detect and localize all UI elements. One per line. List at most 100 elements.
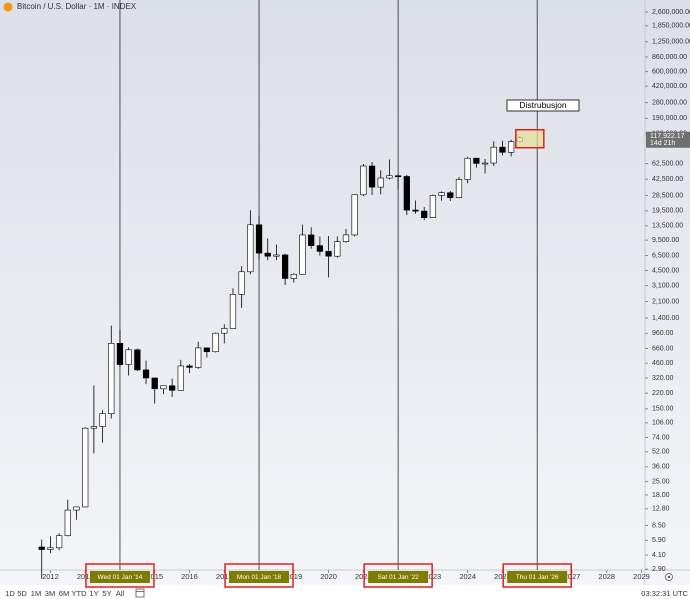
- range-button[interactable]: 1M: [31, 589, 41, 598]
- candle-body: [429, 195, 437, 218]
- x-tick-label: 2012: [42, 572, 59, 581]
- candle-body: [481, 162, 489, 165]
- candle-body: [325, 251, 332, 257]
- candle-body: [334, 241, 341, 257]
- candle-body: [47, 547, 54, 550]
- x-tick-label: 2021: [355, 572, 372, 581]
- y-tick-label: 4,500.00: [652, 267, 679, 274]
- y-tick-label: 74.00: [652, 434, 670, 441]
- range-button[interactable]: YTD: [72, 589, 88, 598]
- range-button[interactable]: 5D: [17, 589, 27, 598]
- candle-body: [395, 175, 402, 178]
- y-tick-label: 320.00: [652, 375, 674, 382]
- x-tick-label: 2020: [320, 572, 337, 581]
- candle-body: [177, 365, 184, 391]
- candle-body: [38, 546, 45, 550]
- y-tick-label: 3,100.00: [652, 282, 679, 289]
- candle-body: [351, 194, 358, 236]
- candle-body: [299, 234, 306, 275]
- y-tick-label: 1,400.00: [652, 315, 679, 322]
- last-price-label: 117,922.17: [650, 133, 685, 140]
- x-tick-label: 2028: [598, 572, 615, 581]
- range-button[interactable]: 1D: [5, 589, 15, 598]
- range-button[interactable]: All: [116, 589, 125, 598]
- x-tick-label: 2024: [459, 572, 476, 581]
- candle-body: [508, 141, 515, 153]
- candle-body: [203, 347, 211, 353]
- candle-body: [447, 192, 454, 198]
- candle-body: [290, 273, 297, 279]
- candle-body: [212, 332, 219, 353]
- range-button[interactable]: 1Y: [89, 589, 98, 598]
- y-tick-label: 8.50: [652, 522, 666, 529]
- y-tick-label: 52.00: [652, 449, 670, 456]
- candle-body: [308, 234, 315, 246]
- y-tick-label: 600,000.00: [652, 68, 687, 75]
- y-tick-label: 42,500.00: [652, 176, 683, 183]
- candle-body: [247, 224, 254, 273]
- candle-body: [386, 175, 393, 179]
- candle-body: [99, 413, 106, 427]
- range-button[interactable]: 5Y: [102, 589, 111, 598]
- candle-body: [186, 365, 193, 368]
- clock: 03:32:31 UTC: [641, 589, 688, 598]
- candle-body: [264, 252, 271, 257]
- candle-body: [142, 369, 150, 379]
- annotation-text: Distrubusjon: [519, 100, 567, 110]
- date-label: Sat 01 Jan '22: [377, 574, 419, 581]
- calendar-icon[interactable]: [135, 588, 145, 598]
- candle-body: [342, 234, 350, 242]
- annotation-box: [506, 99, 580, 112]
- candle-body: [438, 192, 445, 196]
- candle-body: [125, 349, 132, 365]
- candle-body: [273, 254, 280, 257]
- price-highlight-box: [515, 128, 545, 149]
- highlight-box: [363, 563, 433, 588]
- candle-body: [499, 146, 506, 153]
- x-tick-label: 2029: [633, 572, 650, 581]
- candle-body: [151, 377, 158, 390]
- y-tick-label: 62,500.00: [652, 160, 683, 167]
- y-tick-label: 6,500.00: [652, 252, 679, 259]
- settings-icon[interactable]: [665, 573, 673, 581]
- y-tick-label: 9,500.00: [652, 237, 679, 244]
- x-tick-label: 2019: [285, 572, 302, 581]
- date-label: Wed 01 Jan '14: [98, 574, 143, 581]
- y-tick-label: 18.00: [652, 492, 670, 499]
- candle-body: [221, 328, 228, 334]
- y-tick-label: 150.00: [652, 406, 674, 413]
- candle-body: [134, 349, 141, 371]
- y-tick-label: 1,850,000.00: [652, 23, 690, 30]
- x-tick-label: 2017: [216, 572, 233, 581]
- candle-body: [368, 165, 376, 188]
- candle-body: [90, 426, 98, 429]
- y-tick-label: 12.80: [652, 506, 670, 513]
- candle-body: [316, 245, 324, 252]
- x-tick-label: 2013: [77, 572, 94, 581]
- x-tick-label: 2015: [146, 572, 163, 581]
- y-tick-label: 460.00: [652, 360, 674, 367]
- chart-background: [0, 0, 690, 585]
- y-tick-label: 420,000.00: [652, 83, 687, 90]
- candle-body: [168, 385, 176, 391]
- y-tick-label: 25.00: [652, 478, 670, 485]
- x-tick-label: 2016: [181, 572, 198, 581]
- range-button[interactable]: 6M: [59, 589, 69, 598]
- date-label-background: [229, 571, 290, 583]
- last-price-background: [646, 131, 690, 148]
- y-tick-label: 220.00: [652, 390, 674, 397]
- candle-body: [421, 210, 428, 218]
- y-tick-label: 28,500.00: [652, 192, 683, 199]
- date-label-background: [89, 571, 150, 583]
- candle-body: [490, 146, 497, 164]
- x-tick-label: 2025: [494, 572, 511, 581]
- candle-body: [55, 535, 63, 549]
- y-tick-label: 5.90: [652, 537, 666, 544]
- candle-body: [403, 176, 410, 211]
- symbol-icon: [3, 2, 13, 12]
- range-button[interactable]: 3M: [45, 589, 55, 598]
- candle-body: [455, 179, 463, 198]
- y-tick-label: 860,000.00: [652, 54, 687, 61]
